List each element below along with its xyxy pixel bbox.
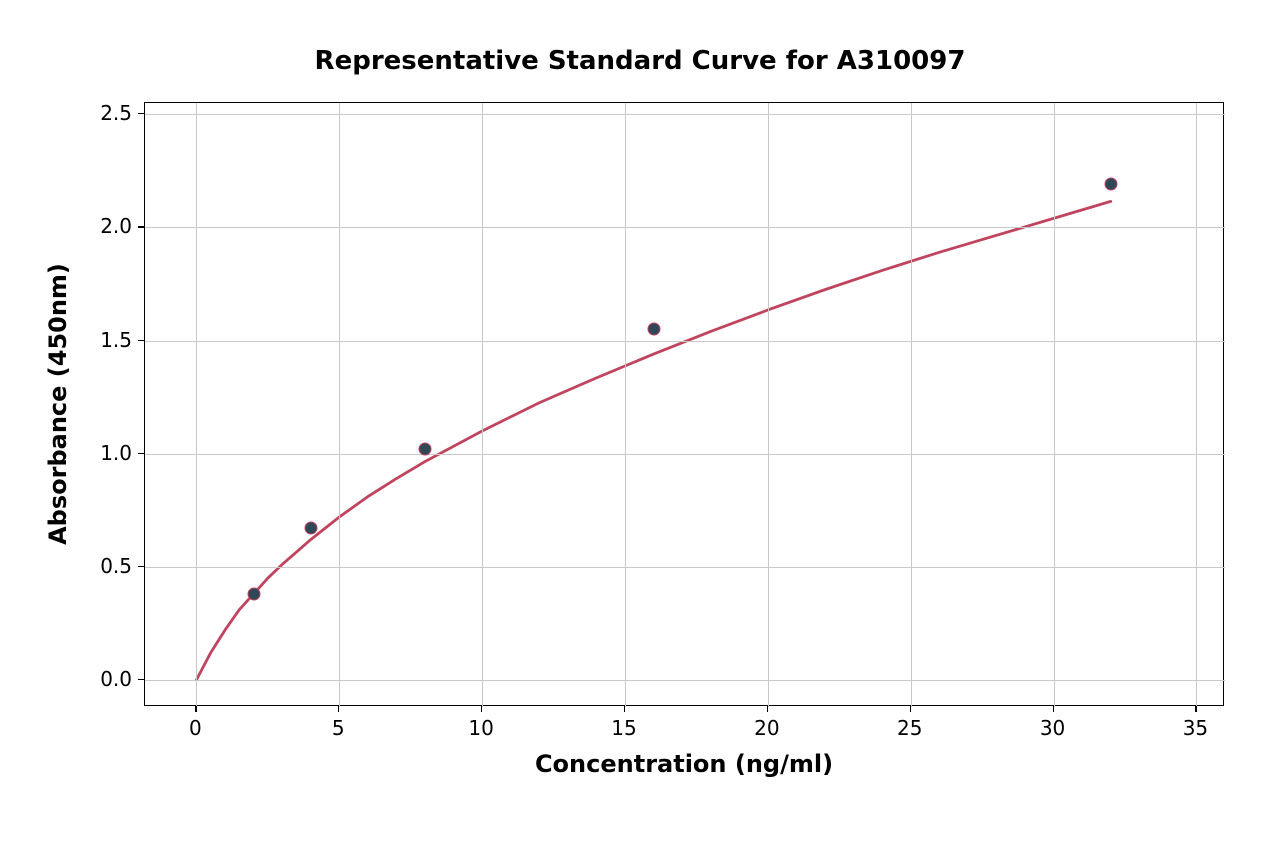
gridline-vertical — [339, 103, 340, 707]
y-tick-label: 0.0 — [82, 667, 132, 691]
y-tick-label: 1.0 — [82, 441, 132, 465]
x-tick-label: 30 — [1040, 716, 1065, 740]
data-point — [1104, 178, 1117, 191]
figure: Representative Standard Curve for A31009… — [0, 0, 1280, 845]
gridline-vertical — [911, 103, 912, 707]
y-tick — [138, 340, 144, 341]
plot-area — [144, 102, 1224, 706]
gridline-vertical — [768, 103, 769, 707]
y-tick-label: 2.5 — [82, 101, 132, 125]
x-tick — [767, 706, 768, 712]
x-tick — [195, 706, 196, 712]
y-tick — [138, 566, 144, 567]
gridline-horizontal — [145, 454, 1225, 455]
gridline-horizontal — [145, 567, 1225, 568]
x-tick — [338, 706, 339, 712]
gridline-horizontal — [145, 680, 1225, 681]
gridline-horizontal — [145, 114, 1225, 115]
gridline-vertical — [625, 103, 626, 707]
y-tick-label: 1.5 — [82, 328, 132, 352]
y-tick — [138, 113, 144, 114]
x-tick — [1053, 706, 1054, 712]
y-tick-label: 0.5 — [82, 554, 132, 578]
gridline-horizontal — [145, 227, 1225, 228]
x-tick-label: 20 — [754, 716, 779, 740]
data-point — [304, 522, 317, 535]
x-tick-label: 0 — [189, 716, 202, 740]
x-tick-label: 25 — [897, 716, 922, 740]
x-tick — [1195, 706, 1196, 712]
gridline-vertical — [1054, 103, 1055, 707]
x-tick-label: 15 — [611, 716, 636, 740]
y-tick — [138, 453, 144, 454]
curve-svg — [145, 103, 1225, 707]
data-point — [647, 323, 660, 336]
y-tick — [138, 226, 144, 227]
gridline-vertical — [482, 103, 483, 707]
y-tick-label: 2.0 — [82, 214, 132, 238]
x-tick-label: 10 — [468, 716, 493, 740]
gridline-vertical — [1196, 103, 1197, 707]
y-axis-label: Absorbance (450nm) — [44, 102, 72, 706]
x-tick-label: 35 — [1183, 716, 1208, 740]
x-tick — [481, 706, 482, 712]
x-tick — [910, 706, 911, 712]
fitted-curve — [196, 201, 1110, 679]
y-tick — [138, 679, 144, 680]
chart-title: Representative Standard Curve for A31009… — [0, 46, 1280, 76]
gridline-horizontal — [145, 341, 1225, 342]
data-point — [247, 587, 260, 600]
x-tick-label: 5 — [332, 716, 345, 740]
gridline-vertical — [196, 103, 197, 707]
x-tick — [624, 706, 625, 712]
x-axis-label: Concentration (ng/ml) — [144, 750, 1224, 778]
data-point — [419, 443, 432, 456]
